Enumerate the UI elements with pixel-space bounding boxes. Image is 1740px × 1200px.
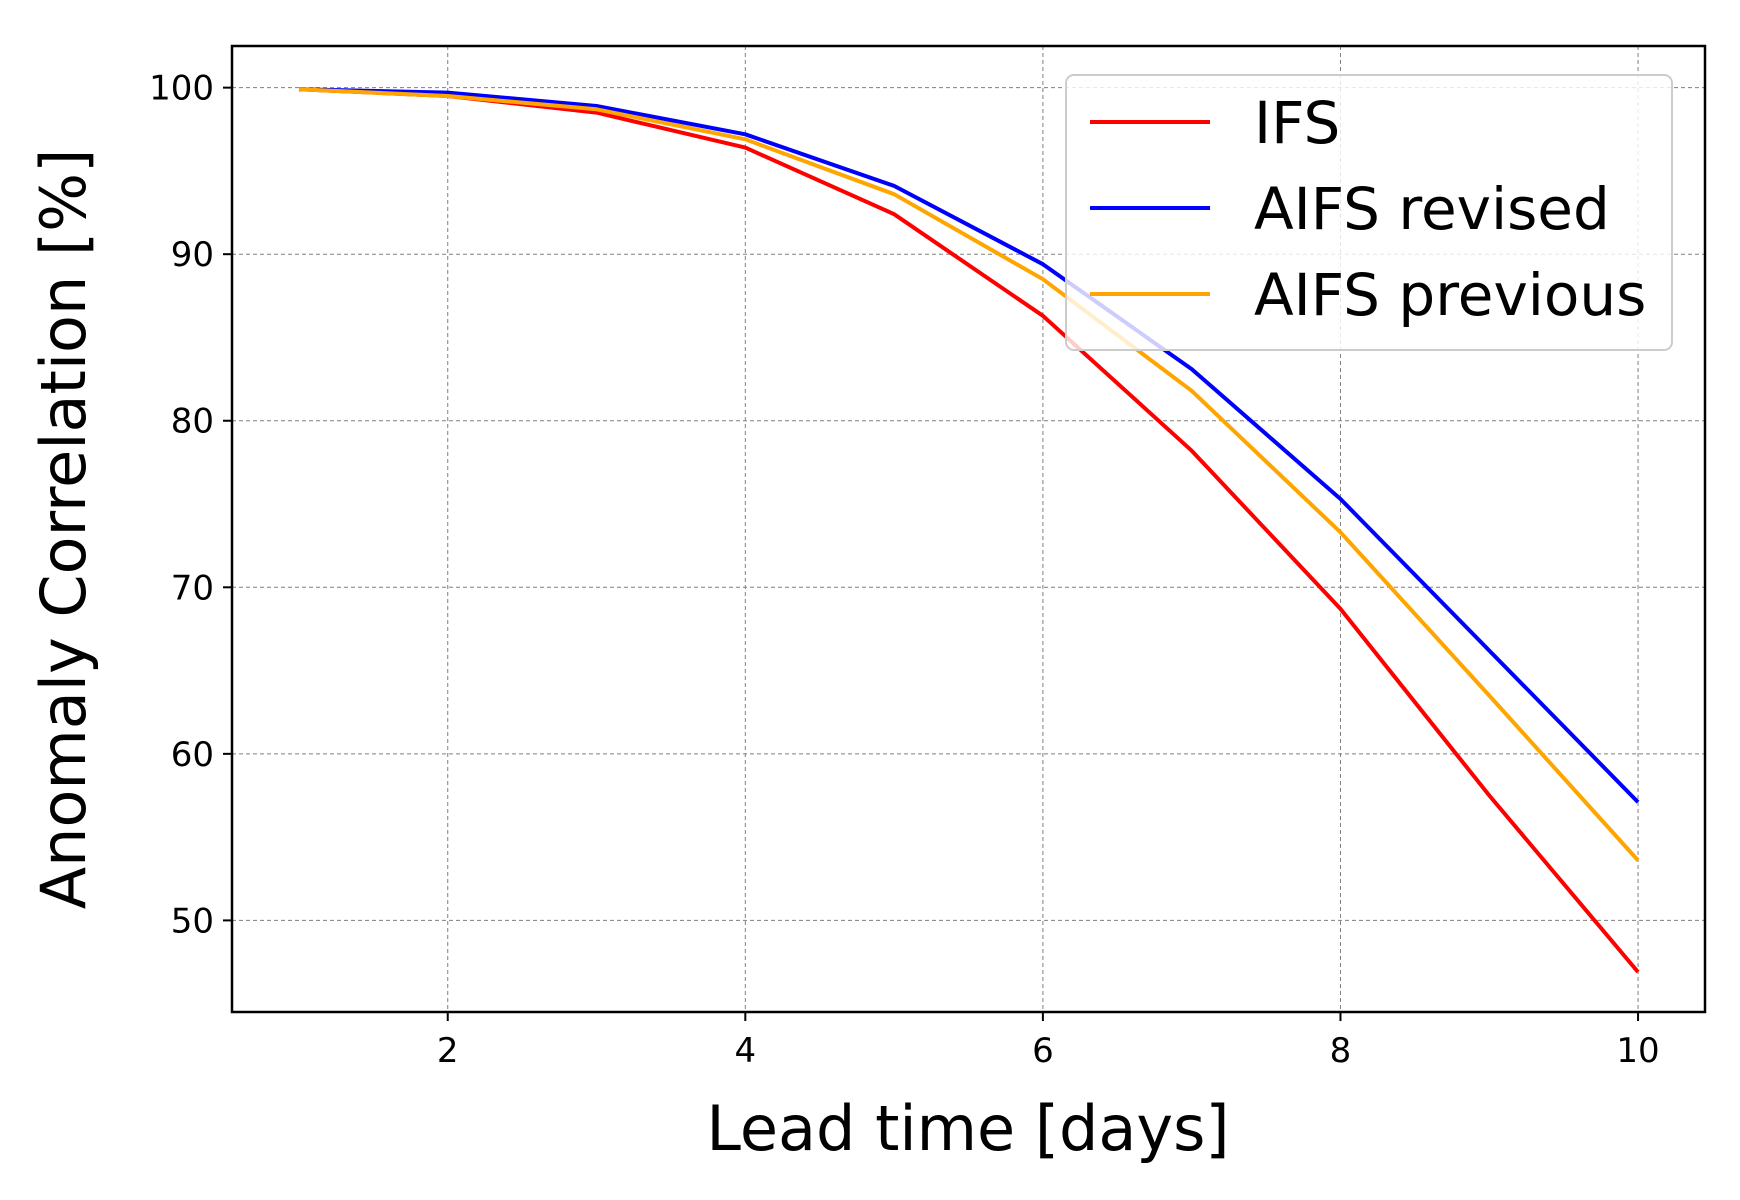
y-tick-label: 90: [171, 235, 214, 275]
legend: IFS AIFS revised AIFS previous: [1065, 74, 1673, 351]
x-tick-label: 4: [734, 1031, 756, 1071]
x-tick-label: 2: [437, 1031, 459, 1071]
y-tick-label: 50: [171, 901, 214, 941]
legend-box: [1065, 74, 1673, 351]
series-line-aifs-revised: [298, 87, 1640, 804]
y-tick-label: 70: [171, 568, 214, 608]
x-tick-label: 10: [1616, 1031, 1659, 1071]
y-axis-label: Anomaly Correlation [%]: [27, 149, 100, 910]
y-tick-label: 60: [171, 735, 214, 775]
legend-label-aifs-previous: AIFS previous: [1254, 261, 1646, 329]
series-line-aifs-previous: [298, 87, 1640, 862]
legend-items: IFS AIFS revised AIFS previous: [1090, 89, 1646, 329]
y-tick-label: 100: [149, 69, 214, 109]
plot-frame: [230, 44, 1707, 1014]
legend-label-aifs-revised: AIFS revised: [1254, 175, 1610, 243]
tick-layer: 2 4 6 8 10 50 60 70 80 90 100: [149, 69, 1660, 1071]
legend-label-ifs: IFS: [1254, 89, 1340, 157]
x-axis-label: Lead time [days]: [706, 1092, 1229, 1165]
x-tick-label: 6: [1032, 1031, 1054, 1071]
series-layer: [298, 87, 1640, 974]
y-tick-label: 80: [171, 402, 214, 442]
x-tick-label: 8: [1330, 1031, 1352, 1071]
